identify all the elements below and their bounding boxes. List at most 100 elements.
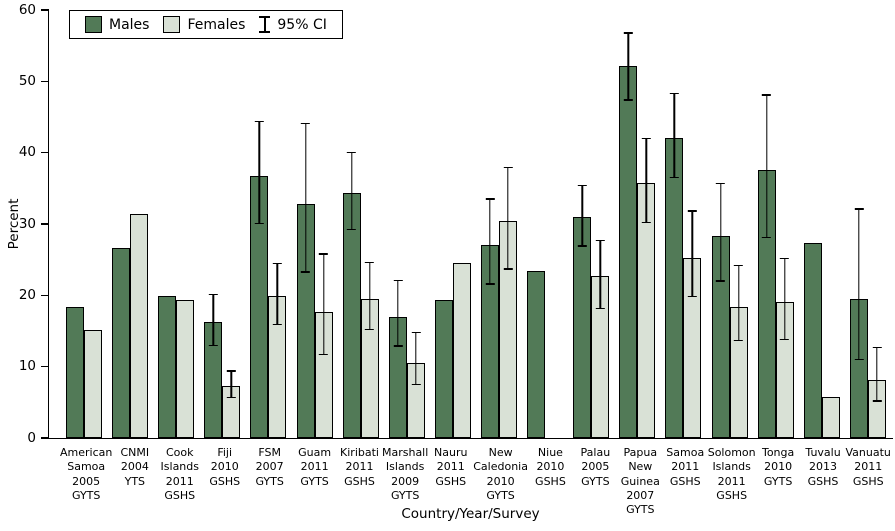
y-tick-label: 30 (18, 215, 36, 232)
x-category-label: Tonga 2010 GYTS (761, 446, 795, 488)
bar-slot-females (176, 10, 195, 438)
error-bar-icon (259, 16, 271, 33)
bar-slot-males (711, 10, 730, 438)
bar-slot-males (66, 10, 85, 438)
y-tick-label: 50 (18, 72, 36, 89)
legend-item-ci: 95% CI (259, 16, 327, 33)
error-bar-females (876, 346, 878, 402)
x-category-label: Cook Islands 2011 GSHS (160, 446, 199, 502)
bar-group (338, 10, 384, 438)
bar-group (568, 10, 614, 438)
bar-females (821, 397, 840, 438)
x-category-label: Samoa 2011 GSHS (666, 446, 705, 488)
error-bar-males (258, 120, 261, 224)
legend-item-females: Females (163, 16, 245, 33)
x-category-label: New Caledonia 2010 GYTS (473, 446, 528, 502)
bar-group (476, 10, 522, 438)
bar-slot-females (729, 10, 748, 438)
x-category-label: Marshall Islands 2009 GYTS (381, 446, 429, 502)
bar-groups (49, 10, 893, 438)
bar-slot-females (637, 10, 656, 438)
bar-slot-males (112, 10, 131, 438)
bar-slot-females (314, 10, 333, 438)
bar-males (573, 216, 592, 438)
bar-males (619, 66, 638, 438)
error-bar-males (765, 94, 768, 239)
x-category-label: Fiji 2010 GSHS (209, 446, 241, 488)
error-bar-males (627, 32, 630, 101)
bar-group (614, 10, 660, 438)
legend-item-males: Males (85, 16, 149, 33)
error-bar-females (599, 239, 601, 309)
bar-group (707, 10, 753, 438)
bar-slot-males (803, 10, 822, 438)
error-bar-females (783, 257, 786, 341)
bar-group (799, 10, 845, 438)
bar-slot-males (481, 10, 500, 438)
y-tick (41, 437, 49, 439)
bar-males (527, 271, 546, 438)
error-bar-males (397, 279, 399, 347)
bar-slot-females (683, 10, 702, 438)
bar-slot-females (406, 10, 425, 438)
error-bar-females (230, 370, 233, 399)
bar-group (430, 10, 476, 438)
error-bar-females (645, 137, 648, 224)
x-category-label: CNMI 2004 YTS (120, 446, 150, 488)
bar-slot-males (388, 10, 407, 438)
legend: Males Females 95% CI (69, 10, 343, 39)
x-category-label: Palau 2005 GYTS (580, 446, 611, 488)
bar-males (158, 296, 177, 438)
y-tick (41, 223, 49, 225)
bar-group (61, 10, 107, 438)
bar-females (84, 329, 103, 438)
x-category-labels: American Samoa 2005 GYTS CNMI 2004 YTS Cook Isla… (48, 446, 893, 517)
bar-group (199, 10, 245, 438)
bar-slot-females (222, 10, 241, 438)
legend-males-label: Males (109, 16, 150, 33)
bar-slot-females (268, 10, 287, 438)
x-axis-title: Country/Year/Survey (401, 506, 540, 522)
bar-group (845, 10, 891, 438)
bar-slot-males (204, 10, 223, 438)
bar-males (434, 299, 453, 438)
bar-slot-females (130, 10, 149, 438)
y-tick-label: 40 (18, 143, 36, 160)
error-bar-males (858, 208, 860, 361)
bar-group (292, 10, 338, 438)
x-category-label: Guam 2011 GYTS (298, 446, 332, 488)
bar-slot-females (84, 10, 103, 438)
y-tick-label: 0 (27, 429, 36, 446)
x-category-label: Tuvalu 2013 GSHS (805, 446, 841, 488)
bar-slot-males (573, 10, 592, 438)
bar-males (803, 243, 822, 438)
bar-slot-females (499, 10, 518, 438)
bar-group (660, 10, 706, 438)
males-swatch-icon (85, 16, 102, 33)
bar-females (452, 263, 471, 438)
bar-males (66, 306, 85, 438)
bar-group (153, 10, 199, 438)
error-bar-females (415, 331, 417, 386)
x-category-label: FSM 2007 GYTS (255, 446, 284, 488)
bar-slot-males (527, 10, 546, 438)
error-bar-females (691, 210, 694, 298)
y-tick-label: 20 (18, 286, 36, 303)
error-bar-females (369, 261, 371, 331)
x-category-label: Niue 2010 GSHS (535, 446, 566, 488)
bar-slot-males (434, 10, 453, 438)
bar-slot-males (849, 10, 868, 438)
bar-slot-females (821, 10, 840, 438)
bar-slot-females (360, 10, 379, 438)
x-category-label: Nauru 2011 GSHS (434, 446, 468, 488)
y-tick-label: 60 (18, 1, 36, 18)
y-tick (41, 294, 49, 297)
error-bar-males (351, 151, 353, 231)
bar-slot-females (545, 10, 563, 438)
bar-slot-females (867, 10, 886, 438)
x-category-label: Vanuatu 2011 GSHS (845, 446, 891, 488)
error-bar-males (489, 198, 491, 285)
y-axis-ticks: 0 10 20 30 40 50 60 (19, 3, 893, 444)
bar-slot-females (591, 10, 610, 438)
